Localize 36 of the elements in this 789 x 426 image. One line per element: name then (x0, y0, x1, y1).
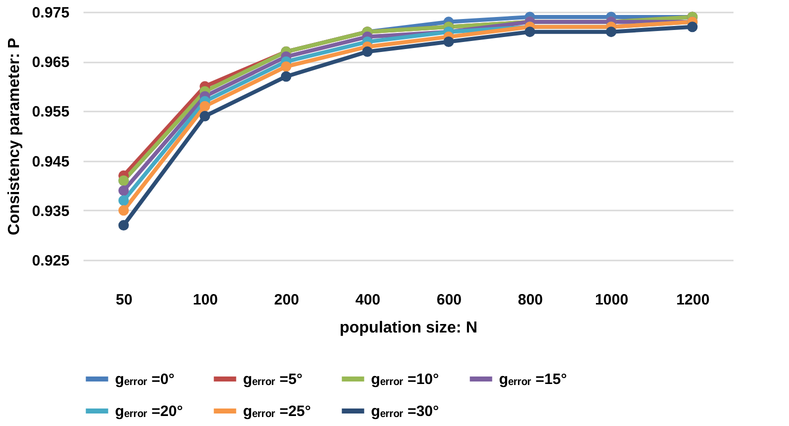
point (443, 36, 454, 47)
point (280, 71, 292, 82)
y-tick-label: 0.925 (32, 252, 70, 270)
legend-label: gₑᵣᵣₒᵣ =5° (243, 371, 303, 388)
y-tick-label: 0.945 (32, 153, 70, 170)
legend-label: gₑᵣᵣₒᵣ =0° (115, 371, 175, 388)
x-tick-label: 600 (436, 292, 462, 308)
point (280, 61, 292, 72)
point (118, 195, 129, 206)
point (606, 26, 616, 38)
point (200, 101, 210, 112)
y-tick-label: 0.935 (32, 202, 70, 220)
point (118, 185, 129, 196)
legend-label: gₑᵣᵣₒᵣ =15° (499, 371, 567, 388)
x-tick-label: 1000 (594, 292, 628, 308)
x-tick-label: 400 (355, 292, 380, 308)
x-tick-label: 100 (192, 292, 218, 308)
y-tick-label: 0.975 (32, 4, 70, 22)
y-tick-label: 0.965 (32, 54, 70, 72)
y-tick-label: 0.955 (32, 104, 70, 121)
point (524, 26, 536, 38)
x-axis-title: population size: N (340, 320, 478, 336)
point (687, 22, 698, 32)
x-tick-label: 800 (518, 292, 543, 308)
point (362, 46, 373, 57)
x-tick-label: 200 (274, 292, 300, 308)
point (200, 110, 210, 122)
legend-label: gₑᵣᵣₒᵣ =30° (371, 403, 439, 420)
x-tick-label: 1200 (676, 292, 710, 308)
x-tick-label: 50 (116, 292, 132, 308)
legend-label: gₑᵣᵣₒᵣ =20° (115, 403, 183, 420)
y-axis-title: Consistency parameter: P (6, 37, 23, 236)
point (118, 220, 129, 231)
legend-label: gₑᵣᵣₒᵣ =10° (371, 371, 439, 388)
point (118, 205, 129, 216)
legend-label: gₑᵣᵣₒᵣ =25° (243, 403, 311, 420)
